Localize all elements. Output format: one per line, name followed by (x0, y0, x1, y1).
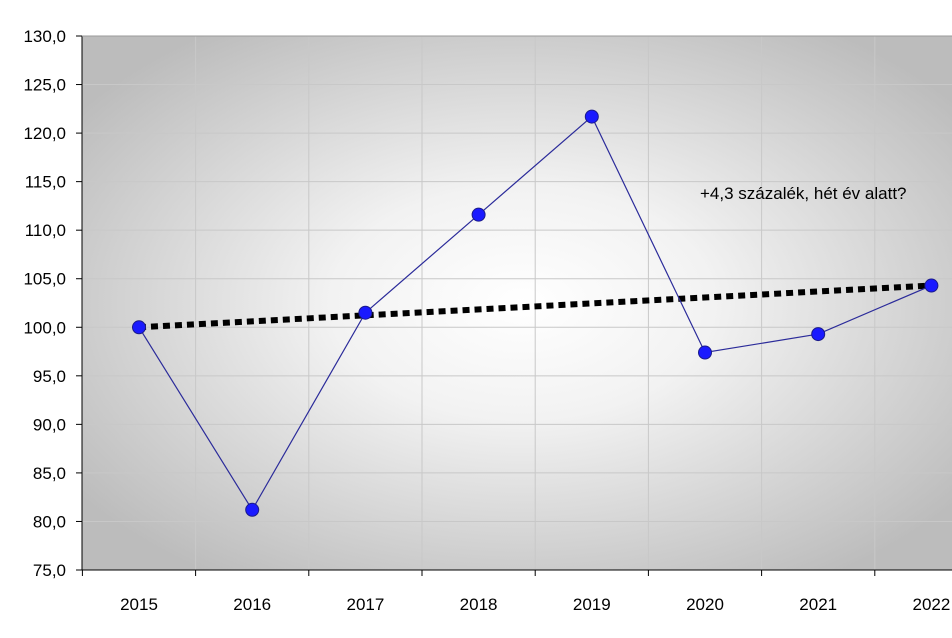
data-point-2017 (358, 305, 373, 320)
x-tick-label: 2017 (346, 595, 384, 614)
y-tick-label: 105,0 (23, 270, 66, 289)
x-tick-label: 2022 (912, 595, 950, 614)
trendline-line (138, 282, 932, 331)
y-tick-label: 90,0 (33, 415, 66, 434)
data-point-2018 (471, 207, 486, 222)
chart-annotation: +4,3 százalék, hét év alatt? (700, 184, 907, 203)
data-point-2021 (811, 327, 826, 342)
y-tick-label: 80,0 (33, 512, 66, 531)
axes (76, 35, 952, 576)
data-series (132, 109, 939, 517)
data-point-2022 (924, 278, 939, 293)
x-tick-labels: 2015 2016 2017 2018 2019 2020 2021 2022 (120, 595, 950, 614)
y-tick-label: 130,0 (23, 27, 66, 46)
data-point-2020 (698, 345, 712, 360)
trendline (138, 282, 932, 331)
y-tick-label: 100,0 (23, 318, 66, 337)
y-tick-label: 110,0 (25, 221, 66, 240)
x-tick-label: 2015 (120, 595, 158, 614)
data-point-2019 (584, 109, 599, 124)
y-tick-label: 120,0 (23, 124, 66, 143)
x-tick-label: 2020 (686, 595, 724, 614)
y-tick-labels: 75,0 80,0 85,0 90,0 95,0 100,0 105,0 110,0 115,0… (23, 27, 66, 580)
y-tick-label: 115,0 (25, 173, 66, 192)
data-point-2015 (132, 320, 146, 335)
data-point-2016 (245, 502, 260, 517)
y-tick-label: 95,0 (33, 367, 66, 386)
x-tick-label: 2019 (573, 595, 611, 614)
y-tick-label: 85,0 (33, 464, 66, 483)
x-tick-label: 2018 (460, 595, 498, 614)
x-tick-label: 2021 (799, 595, 837, 614)
series-line (138, 115, 932, 511)
x-tick-label: 2016 (233, 595, 271, 614)
plot-area (82, 36, 952, 570)
y-tick-label: 125,0 (23, 76, 66, 95)
y-tick-label: 75,0 (33, 561, 66, 580)
